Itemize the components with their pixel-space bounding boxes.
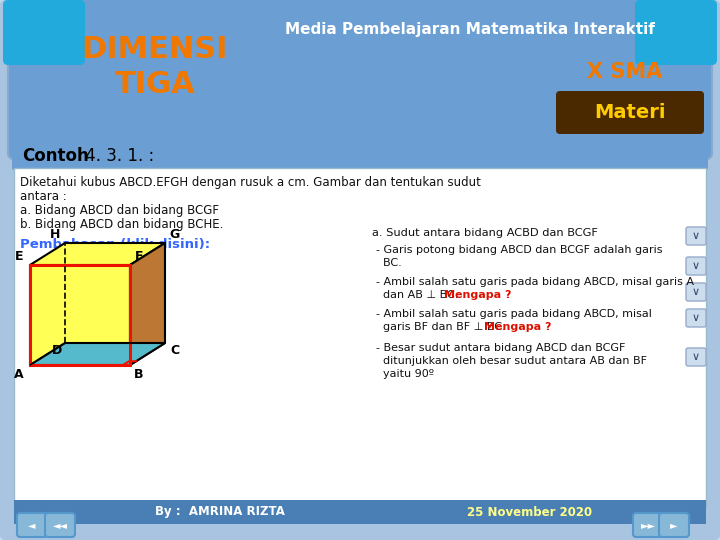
Text: D: D [52, 345, 62, 357]
Text: G: G [170, 228, 180, 241]
Text: H: H [50, 228, 60, 241]
Text: Media Pembelajaran Matematika Interaktif: Media Pembelajaran Matematika Interaktif [285, 22, 655, 37]
FancyBboxPatch shape [17, 513, 47, 537]
Text: ◄◄: ◄◄ [53, 520, 68, 530]
Text: ditunjukkan oleh besar sudut antara AB dan BF: ditunjukkan oleh besar sudut antara AB d… [376, 356, 647, 366]
Text: B: B [134, 368, 144, 381]
Text: ∨: ∨ [692, 313, 700, 323]
FancyBboxPatch shape [633, 513, 663, 537]
Text: yaitu 90º: yaitu 90º [376, 369, 434, 379]
Text: ∨: ∨ [692, 261, 700, 271]
Text: - Besar sudut antara bidang ABCD dan BCGF: - Besar sudut antara bidang ABCD dan BCG… [376, 343, 626, 353]
Text: a. Bidang ABCD dan bidang BCGF: a. Bidang ABCD dan bidang BCGF [20, 204, 219, 217]
FancyBboxPatch shape [45, 513, 75, 537]
FancyBboxPatch shape [8, 0, 712, 159]
Text: By :  AMRINA RIZTA: By : AMRINA RIZTA [155, 505, 285, 518]
Text: ∨: ∨ [692, 231, 700, 241]
Text: E: E [14, 251, 23, 264]
FancyBboxPatch shape [556, 91, 704, 134]
FancyBboxPatch shape [14, 500, 706, 524]
FancyBboxPatch shape [686, 283, 706, 301]
Text: BC.: BC. [376, 258, 402, 268]
Text: 25 November 2020: 25 November 2020 [467, 505, 593, 518]
Text: TIGA: TIGA [114, 70, 195, 99]
Text: garis BF dan BF ⊥ BC.: garis BF dan BF ⊥ BC. [376, 322, 509, 332]
Text: C: C [171, 345, 179, 357]
Text: ◄: ◄ [28, 520, 36, 530]
FancyBboxPatch shape [12, 140, 708, 170]
Text: Diketahui kubus ABCD.EFGH dengan rusuk a cm. Gambar dan tentukan sudut: Diketahui kubus ABCD.EFGH dengan rusuk a… [20, 176, 481, 189]
Text: ►: ► [670, 520, 678, 530]
Text: Contoh: Contoh [22, 147, 89, 165]
Text: antara :: antara : [20, 190, 67, 203]
Text: Mengapa ?: Mengapa ? [484, 322, 552, 332]
FancyBboxPatch shape [3, 0, 85, 65]
FancyBboxPatch shape [686, 348, 706, 366]
Text: Pembahasan (klik disini):: Pembahasan (klik disini): [20, 238, 210, 251]
Text: b. Bidang ABCD dan bidang BCHE.: b. Bidang ABCD dan bidang BCHE. [20, 218, 223, 231]
Text: a. Sudut antara bidang ACBD dan BCGF: a. Sudut antara bidang ACBD dan BCGF [372, 228, 598, 238]
FancyBboxPatch shape [659, 513, 689, 537]
Text: - Ambil salah satu garis pada bidang ABCD, misal: - Ambil salah satu garis pada bidang ABC… [376, 309, 652, 319]
Text: ∨: ∨ [692, 287, 700, 297]
Text: - Garis potong bidang ABCD dan BCGF adalah garis: - Garis potong bidang ABCD dan BCGF adal… [376, 245, 662, 255]
FancyBboxPatch shape [686, 257, 706, 275]
FancyBboxPatch shape [14, 168, 706, 508]
Text: dan AB ⊥ BC.: dan AB ⊥ BC. [376, 290, 462, 300]
FancyBboxPatch shape [686, 227, 706, 245]
Text: ∨: ∨ [692, 352, 700, 362]
Polygon shape [30, 243, 165, 265]
FancyBboxPatch shape [686, 309, 706, 327]
Text: F: F [135, 251, 143, 264]
Text: - Ambil salah satu garis pada bidang ABCD, misal garis A: - Ambil salah satu garis pada bidang ABC… [376, 277, 694, 287]
Polygon shape [30, 343, 165, 365]
Polygon shape [30, 265, 130, 365]
Text: Materi: Materi [594, 103, 666, 122]
FancyBboxPatch shape [635, 0, 717, 65]
Text: DIMENSI: DIMENSI [82, 35, 228, 64]
Text: ►►: ►► [641, 520, 655, 530]
Text: 4. 3. 1. :: 4. 3. 1. : [80, 147, 154, 165]
Text: Mengapa ?: Mengapa ? [444, 290, 511, 300]
Text: X SMA: X SMA [588, 62, 662, 82]
Polygon shape [130, 243, 165, 365]
Text: A: A [14, 368, 24, 381]
